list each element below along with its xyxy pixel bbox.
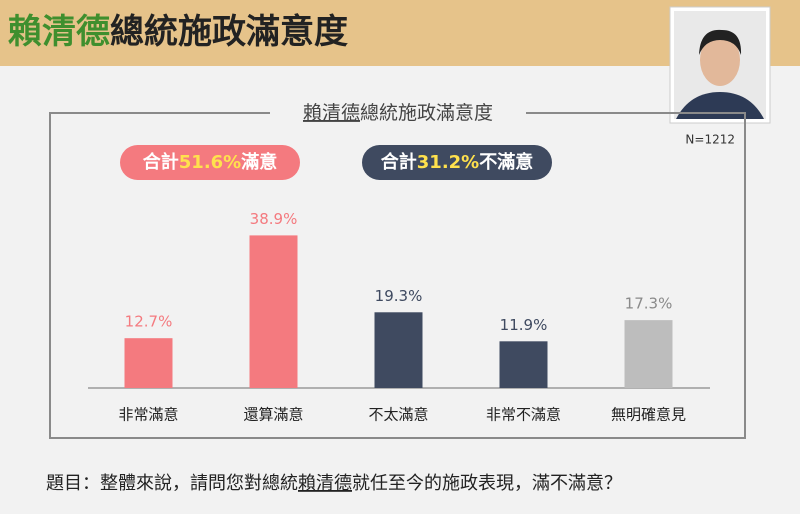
bar [374,312,423,388]
summary-prefix: 合計 [143,151,179,173]
summary-value: 51.6% [179,152,241,173]
title-rest: 總統施政滿意度 [110,12,348,52]
x-tick-label: 非常滿意 [118,406,178,424]
bar [249,235,298,388]
summary-suffix: 滿意 [241,151,277,173]
chart-title-bg [270,100,526,126]
header-band [0,0,800,66]
value-label: 12.7% [125,313,173,331]
sample-size: N=1212 [685,133,735,147]
x-tick-label: 不太滿意 [368,406,428,424]
value-label: 11.9% [500,316,548,334]
title-highlight: 賴清德 [8,12,110,52]
summary-text: 合計31.2%不滿意 [381,151,533,173]
x-tick-label: 非常不滿意 [486,406,561,424]
question-end: 就任至今的施政表現，滿不滿意？ [352,473,622,494]
summary-value: 31.2% [417,152,479,173]
question-start: 題目：整體來說，請問您對總統 [46,473,298,494]
value-label: 17.3% [625,295,673,313]
bar [124,338,173,388]
photo-hair [699,29,742,55]
header-title: 賴清德總統施政滿意度 [8,12,348,52]
value-label: 19.3% [375,287,423,305]
portrait [669,6,771,124]
question: 題目：整體來說，請問您對總統賴清德就任至今的施政表現，滿不滿意？ [46,473,622,494]
value-label: 38.9% [250,210,298,228]
x-tick-label: 無明確意見 [611,406,686,424]
bar [499,341,548,388]
question-name: 賴清德 [298,473,352,494]
summary-prefix: 合計 [381,151,417,173]
summary-text: 合計51.6%滿意 [143,151,277,173]
photo-face [700,34,740,86]
chart-title: 賴清德總統施政滿意度 [303,102,493,124]
x-tick-label: 還算滿意 [243,406,303,424]
bar [624,320,673,388]
summary-pill [120,145,300,180]
summary-pill [362,145,552,180]
chart-title-highlight: 賴清德 [303,102,360,124]
summary-suffix: 不滿意 [479,151,533,173]
chart-title-rest: 總統施政滿意度 [360,102,493,124]
